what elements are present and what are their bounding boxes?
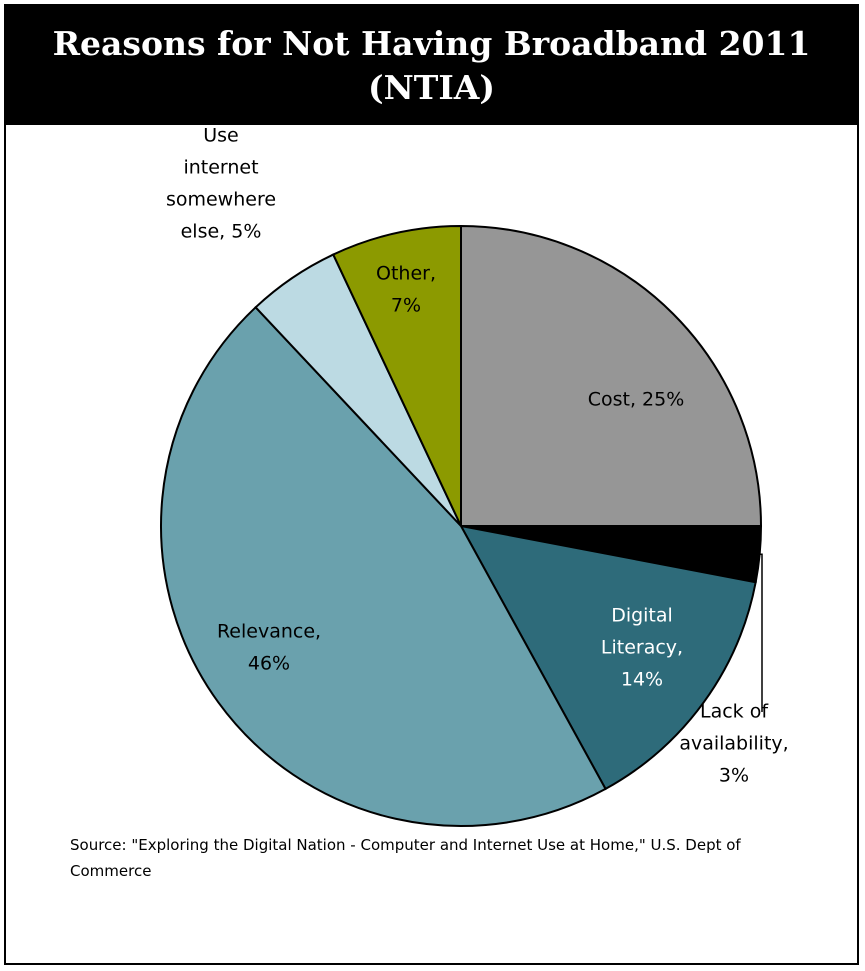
chart-title: Reasons for Not Having Broadband 2011 (N… — [52, 23, 811, 107]
slice-labels: Cost, 25% Lack of availability, 3% Digital Li… — [166, 125, 789, 787]
slice-label-lack-of-availability: Lack of availability, 3% — [679, 701, 788, 787]
slice-label-other: Other, 7% — [376, 263, 436, 317]
slice-label-line: 7% — [391, 295, 421, 317]
pie-slice-relevance — [160, 305, 607, 827]
source-note: Source: "Exploring the Digital Nation - … — [70, 836, 741, 880]
slice-label-line: else, 5% — [181, 221, 262, 243]
pie-slice-digital-literacy — [459, 524, 757, 791]
leader-lines — [758, 553, 763, 712]
slice-label-line: Digital — [611, 605, 673, 627]
slice-label-use-internet-somewhere-else: Use internet somewhere else, 5% — [166, 125, 276, 243]
pie-slices — [160, 224, 763, 827]
slice-label-line: Lack of — [700, 701, 769, 723]
title-bar: Reasons for Not Having Broadband 2011 (N… — [6, 6, 857, 125]
pie-slice-other — [331, 224, 462, 527]
slice-label-line: Cost, 25% — [588, 389, 685, 411]
slice-label-line: Literacy, — [601, 637, 683, 659]
slice-label-line: 3% — [719, 765, 749, 787]
slice-label-line: availability, — [679, 733, 788, 755]
pie-chart: Cost, 25% Lack of availability, 3% Digital Li… — [160, 125, 789, 827]
slice-label-line: Use — [203, 125, 239, 147]
leader-line-lack-of-availability — [758, 553, 763, 712]
slice-label-line: Other, — [376, 263, 436, 285]
pie-slice-cost — [460, 224, 763, 527]
slice-label-relevance: Relevance, 46% — [217, 621, 321, 675]
slice-label-line: Relevance, — [217, 621, 321, 643]
slice-label-line: internet — [183, 157, 258, 179]
chart-frame: Reasons for Not Having Broadband 2011 (N… — [4, 4, 859, 965]
slice-label-line: somewhere — [166, 189, 276, 211]
slice-label-cost: Cost, 25% — [588, 389, 685, 411]
slice-label-digital-literacy: Digital Literacy, 14% — [601, 605, 683, 691]
slice-label-line: 46% — [248, 653, 290, 675]
slice-label-line: 14% — [621, 669, 663, 691]
